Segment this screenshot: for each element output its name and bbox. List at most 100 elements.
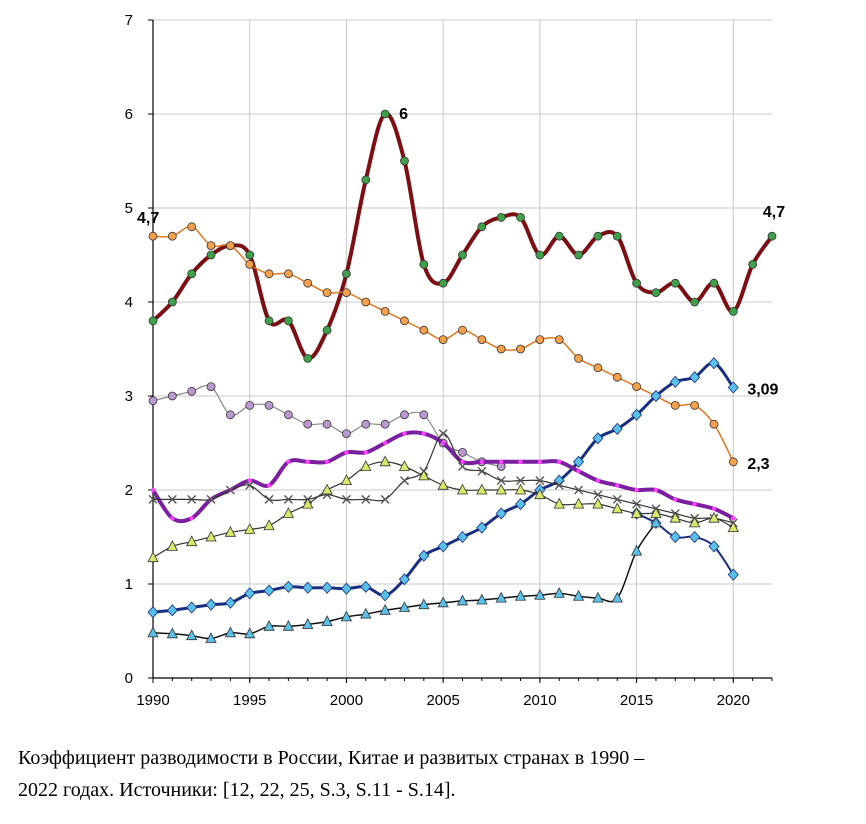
series-point — [266, 483, 272, 488]
series-point — [690, 400, 700, 410]
series-point — [553, 497, 565, 509]
series-point — [225, 485, 235, 495]
series-point — [479, 459, 485, 464]
series-point — [225, 241, 235, 251]
series-point — [514, 498, 527, 511]
series-point — [630, 507, 643, 518]
x-tick-label: 2015 — [620, 692, 653, 709]
series-point — [456, 483, 469, 495]
series-point — [554, 480, 564, 490]
series-point — [244, 523, 256, 534]
series-point — [303, 353, 313, 363]
data-label: 3,09 — [747, 382, 778, 399]
series-point — [398, 573, 411, 586]
series-point — [535, 250, 545, 260]
series-point — [400, 316, 409, 326]
x-tick-label: 2010 — [523, 692, 556, 709]
series-point — [670, 278, 680, 288]
series-point — [342, 288, 351, 298]
y-tick-label: 6 — [125, 106, 133, 123]
series-1 — [148, 222, 738, 467]
divorce-rate-chart: 0 1 2 3 4 5 6 7 1990 1995 2000 2005 2010 2015 2020 4,7… — [125, 12, 786, 709]
series-layer — [147, 109, 777, 643]
series-point — [615, 483, 620, 488]
series-point — [321, 581, 333, 594]
series-7 — [147, 455, 739, 563]
series-point — [767, 231, 777, 241]
series-point — [302, 497, 314, 509]
series-point — [574, 485, 584, 495]
series-point — [206, 250, 216, 260]
series-point — [187, 386, 197, 396]
series-point — [206, 494, 216, 504]
series-point — [611, 502, 623, 514]
series-point — [148, 231, 158, 241]
series-point — [283, 494, 293, 504]
series-point — [557, 459, 562, 464]
series-point — [244, 627, 256, 639]
grid — [153, 19, 772, 678]
series-point — [303, 419, 313, 429]
series-point — [380, 109, 390, 119]
series-point — [360, 580, 372, 593]
series-point — [245, 250, 255, 260]
series-point — [187, 222, 197, 232]
series-point — [187, 494, 197, 504]
series-point — [498, 459, 504, 464]
series-point — [282, 580, 294, 593]
series-point — [456, 594, 469, 606]
data-label: 4,7 — [137, 210, 159, 227]
series-point — [574, 353, 583, 363]
series-point — [166, 627, 179, 639]
series-point — [321, 483, 333, 495]
series-point — [630, 544, 643, 556]
series-point — [534, 488, 546, 500]
series-point — [554, 231, 564, 241]
series-point — [398, 601, 411, 612]
series-point — [341, 494, 351, 504]
series-point — [148, 396, 158, 406]
series-point — [244, 587, 256, 600]
series-point — [612, 372, 622, 382]
series-point — [458, 462, 467, 471]
series-point — [361, 494, 371, 504]
series-point — [150, 487, 156, 493]
series-point — [476, 521, 488, 534]
series-point — [148, 316, 158, 326]
series-point — [495, 507, 507, 520]
series-point — [419, 410, 429, 420]
series-point — [670, 400, 680, 410]
series-point — [573, 455, 585, 468]
series-point — [689, 371, 701, 384]
series-point — [264, 494, 274, 504]
series-point — [206, 241, 216, 251]
series-point — [324, 459, 330, 464]
series-point — [187, 269, 197, 279]
series-point — [263, 619, 275, 631]
series-point — [398, 460, 411, 471]
series-point — [340, 474, 353, 486]
series-point — [322, 419, 332, 429]
series-point — [321, 615, 333, 626]
x-tick-label: 1990 — [136, 692, 169, 709]
series-point — [595, 478, 601, 483]
series-point — [361, 419, 371, 429]
series-point — [225, 410, 235, 420]
series-point — [360, 460, 372, 471]
series-point — [634, 487, 639, 493]
series-point — [456, 530, 469, 544]
y-tick-label: 7 — [125, 12, 133, 29]
series-point — [167, 297, 177, 307]
series-point — [245, 480, 255, 490]
series-point — [496, 344, 506, 354]
series-line — [151, 111, 774, 361]
y-tick-label: 4 — [125, 294, 133, 311]
series-point — [360, 607, 372, 619]
series-point — [440, 440, 446, 446]
series-point — [282, 619, 295, 631]
series-point — [688, 516, 701, 528]
series-point — [709, 278, 719, 288]
series-point — [593, 490, 603, 500]
series-point — [438, 335, 448, 345]
series-point — [205, 598, 217, 611]
